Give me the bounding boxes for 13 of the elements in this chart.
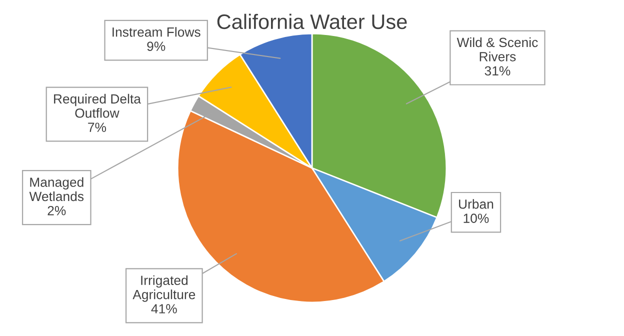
slice-label: Wild & Scenic Rivers — [456, 37, 538, 62]
data-label: 7% — [88, 122, 106, 132]
data-label: 41% — [151, 304, 177, 314]
data-label: 31% — [484, 66, 510, 76]
chart-title: California Water Use — [217, 14, 407, 30]
slice-label: Urban — [459, 199, 494, 209]
slice-label: Instream Flows — [112, 27, 200, 37]
slice-label: Managed Wetlands — [29, 177, 84, 202]
slice-label: Required Delta Outflow — [54, 94, 141, 118]
data-label: 10% — [464, 214, 489, 223]
data-label: 2% — [48, 206, 66, 216]
slice-label: Irrigated Agriculture — [132, 275, 196, 302]
data-label: 9% — [147, 42, 166, 51]
